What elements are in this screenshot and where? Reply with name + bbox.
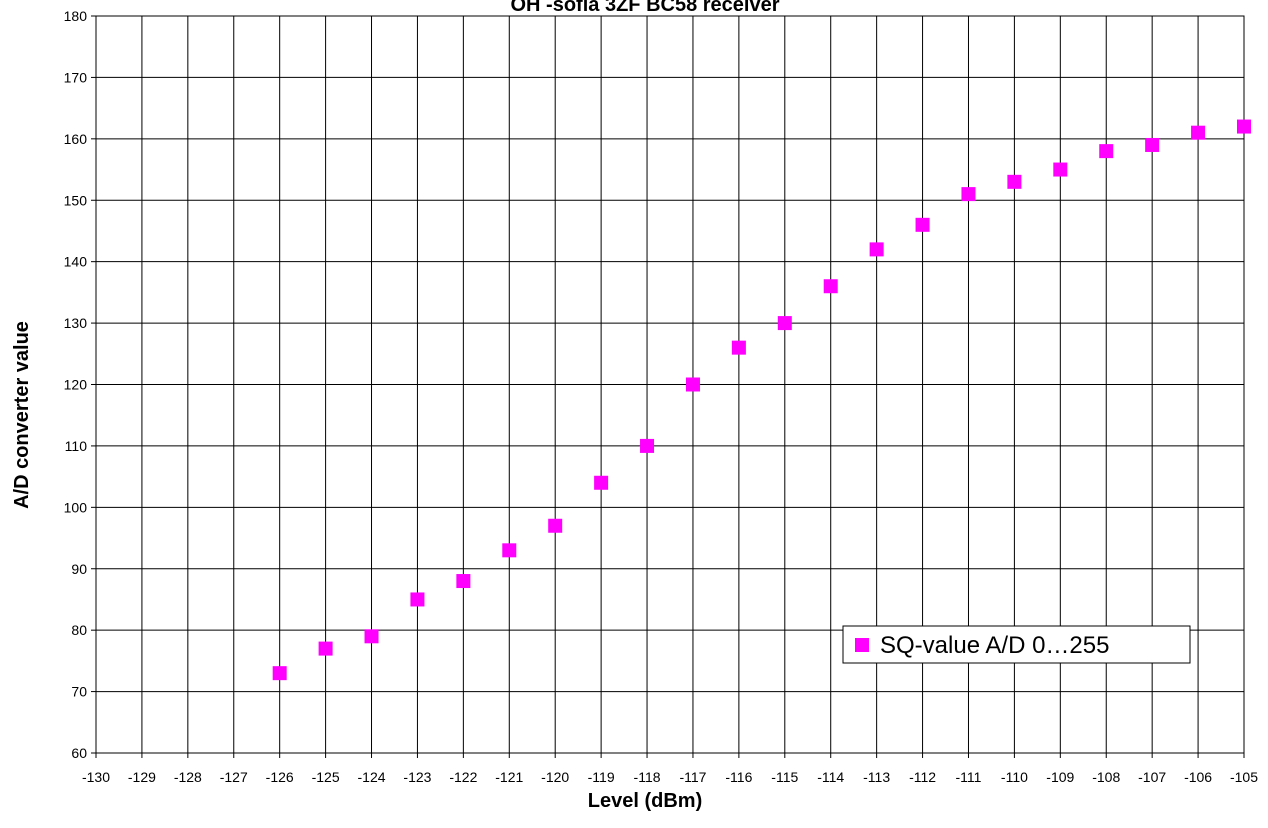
- x-tick-label: -129: [128, 769, 156, 785]
- chart-title: OH -sofla 3ZF BC58 receiver: [511, 0, 780, 16]
- legend-marker: [855, 638, 869, 652]
- x-tick-label: -105: [1230, 769, 1258, 785]
- data-point: [272, 666, 287, 681]
- y-tick-label: 130: [64, 315, 88, 331]
- legend-label: SQ-value A/D 0…255: [880, 632, 1109, 659]
- x-tick-label: -130: [82, 769, 110, 785]
- y-tick-label: 180: [64, 8, 88, 24]
- legend-box: [842, 625, 1191, 664]
- data-point: [456, 574, 471, 589]
- x-tick-label: -121: [495, 769, 523, 785]
- y-tick-label: 120: [64, 377, 88, 393]
- data-point: [777, 316, 792, 331]
- x-axis-title: Level (dBm): [588, 790, 702, 812]
- x-tick-label: -128: [174, 769, 202, 785]
- x-tick-label: -123: [403, 769, 431, 785]
- x-tick-label: -125: [312, 769, 340, 785]
- data-point: [410, 592, 425, 607]
- data-point: [502, 543, 517, 558]
- x-tick-label: -116: [725, 769, 752, 785]
- data-point: [1145, 137, 1160, 152]
- legend: SQ-value A/D 0…255: [842, 625, 1191, 664]
- x-tick-label: -110: [1001, 769, 1028, 785]
- y-tick-label: 110: [65, 438, 88, 454]
- y-tick-label: 150: [64, 192, 88, 208]
- data-point: [823, 279, 838, 294]
- x-axis: -130 -129 -128 -127 -126 -125 -124 -123 -122 -121…: [82, 753, 1258, 785]
- x-tick-label: -113: [863, 769, 890, 785]
- data-point: [318, 641, 333, 656]
- y-axis: 60 70 80 90 100 110 120 130 140 150 160 170 180: [64, 8, 96, 761]
- x-tick-label: -112: [909, 769, 936, 785]
- x-tick-label: -117: [679, 769, 706, 785]
- x-tick-label: -118: [634, 769, 661, 785]
- y-axis-title: A/D converter value: [11, 321, 33, 509]
- y-tick-label: 140: [64, 254, 88, 270]
- x-tick-label: -108: [1092, 769, 1120, 785]
- data-point: [731, 340, 746, 355]
- y-tick-label: 160: [64, 131, 88, 147]
- x-tick-label: -109: [1046, 769, 1074, 785]
- y-tick-label: 80: [71, 622, 87, 638]
- y-tick-label: 170: [64, 69, 88, 85]
- x-tick-label: -124: [358, 769, 386, 785]
- x-tick-label: -127: [220, 769, 248, 785]
- x-tick-label: -122: [449, 769, 477, 785]
- data-point: [915, 217, 930, 232]
- x-tick-label: -106: [1184, 769, 1212, 785]
- data-point: [1191, 125, 1206, 140]
- data-point: [364, 629, 379, 644]
- data-point: [640, 438, 655, 453]
- y-tick-label: 60: [71, 745, 87, 761]
- data-point: [869, 242, 884, 257]
- x-tick-label: -119: [588, 769, 615, 785]
- data-point: [1053, 162, 1068, 177]
- y-tick-label: 100: [64, 499, 88, 515]
- x-tick-label: -115: [771, 769, 798, 785]
- y-tick-label: 90: [71, 561, 87, 577]
- data-point: [961, 187, 976, 202]
- data-series: [272, 119, 1251, 681]
- data-point: [685, 377, 700, 392]
- data-point: [594, 475, 609, 490]
- data-point: [1099, 144, 1114, 159]
- x-tick-label: -120: [541, 769, 569, 785]
- x-tick-label: -114: [817, 769, 844, 785]
- x-tick-label: -107: [1138, 769, 1166, 785]
- y-tick-label: 70: [71, 684, 87, 700]
- data-point: [548, 518, 563, 533]
- data-point: [1007, 174, 1022, 189]
- x-tick-label: -111: [956, 769, 982, 785]
- x-tick-label: -126: [266, 769, 294, 785]
- data-point: [1237, 119, 1251, 134]
